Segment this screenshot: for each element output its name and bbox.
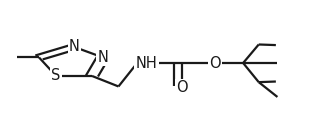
Text: N: N <box>98 50 108 65</box>
Text: N: N <box>69 39 80 54</box>
Text: NH: NH <box>136 55 157 71</box>
Text: O: O <box>209 55 221 71</box>
Text: O: O <box>176 80 188 95</box>
Text: S: S <box>52 68 61 83</box>
